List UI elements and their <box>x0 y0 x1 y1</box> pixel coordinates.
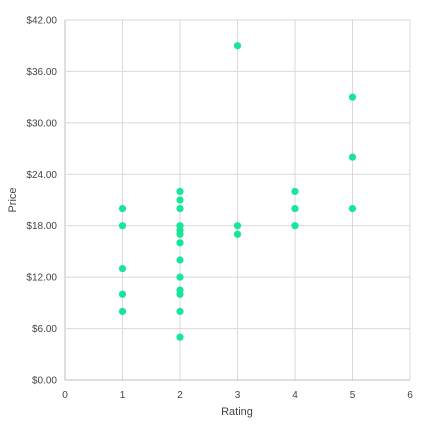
x-tick-label: 1 <box>120 390 126 401</box>
data-point[interactable] <box>176 333 184 341</box>
x-tick-label: 6 <box>407 390 413 401</box>
x-tick-label: 0 <box>62 390 68 401</box>
data-point[interactable] <box>291 187 299 196</box>
data-point[interactable] <box>176 273 184 281</box>
data-point[interactable] <box>348 204 357 213</box>
data-point[interactable] <box>118 307 127 316</box>
data-point[interactable] <box>348 153 357 161</box>
data-point[interactable] <box>176 307 184 316</box>
y-tick-label: $36.00 <box>26 67 57 78</box>
y-tick-label: $0.00 <box>32 376 57 387</box>
y-tick-label: $12.00 <box>26 273 57 284</box>
x-tick-label: 5 <box>350 390 356 401</box>
data-point[interactable] <box>176 290 184 298</box>
data-point[interactable] <box>118 290 127 298</box>
data-point[interactable] <box>233 230 242 238</box>
data-point[interactable] <box>176 256 184 264</box>
data-point[interactable] <box>176 204 184 213</box>
grid <box>64 19 411 381</box>
data-point[interactable] <box>233 42 242 50</box>
y-axis-title: Price <box>7 187 19 212</box>
data-points <box>118 42 357 341</box>
data-point[interactable] <box>176 239 184 247</box>
y-tick-label: $6.00 <box>32 324 57 335</box>
data-point[interactable] <box>118 264 127 273</box>
y-tick-label: $24.00 <box>26 170 57 181</box>
data-point[interactable] <box>291 222 299 230</box>
data-point[interactable] <box>176 230 184 238</box>
x-tick-label: 4 <box>292 390 298 401</box>
x-tick-label: 3 <box>235 390 241 401</box>
data-point[interactable] <box>233 222 242 230</box>
data-point[interactable] <box>176 187 184 196</box>
y-axis-ticks: $0.00 $6.00 $12.00 $18.00 $24.00 $30.00 $36.00… <box>26 16 57 387</box>
y-tick-label: $30.00 <box>26 118 57 129</box>
x-axis-title: Rating <box>221 406 253 418</box>
data-point[interactable] <box>176 196 184 204</box>
x-tick-label: 2 <box>177 390 183 401</box>
data-point[interactable] <box>348 93 357 101</box>
data-point[interactable] <box>291 204 299 213</box>
x-axis-ticks: 0 1 2 3 4 5 6 <box>62 390 413 401</box>
y-tick-label: $18.00 <box>26 221 57 232</box>
data-point[interactable] <box>118 204 127 213</box>
y-tick-label: $42.00 <box>26 16 57 27</box>
data-point[interactable] <box>118 222 127 230</box>
